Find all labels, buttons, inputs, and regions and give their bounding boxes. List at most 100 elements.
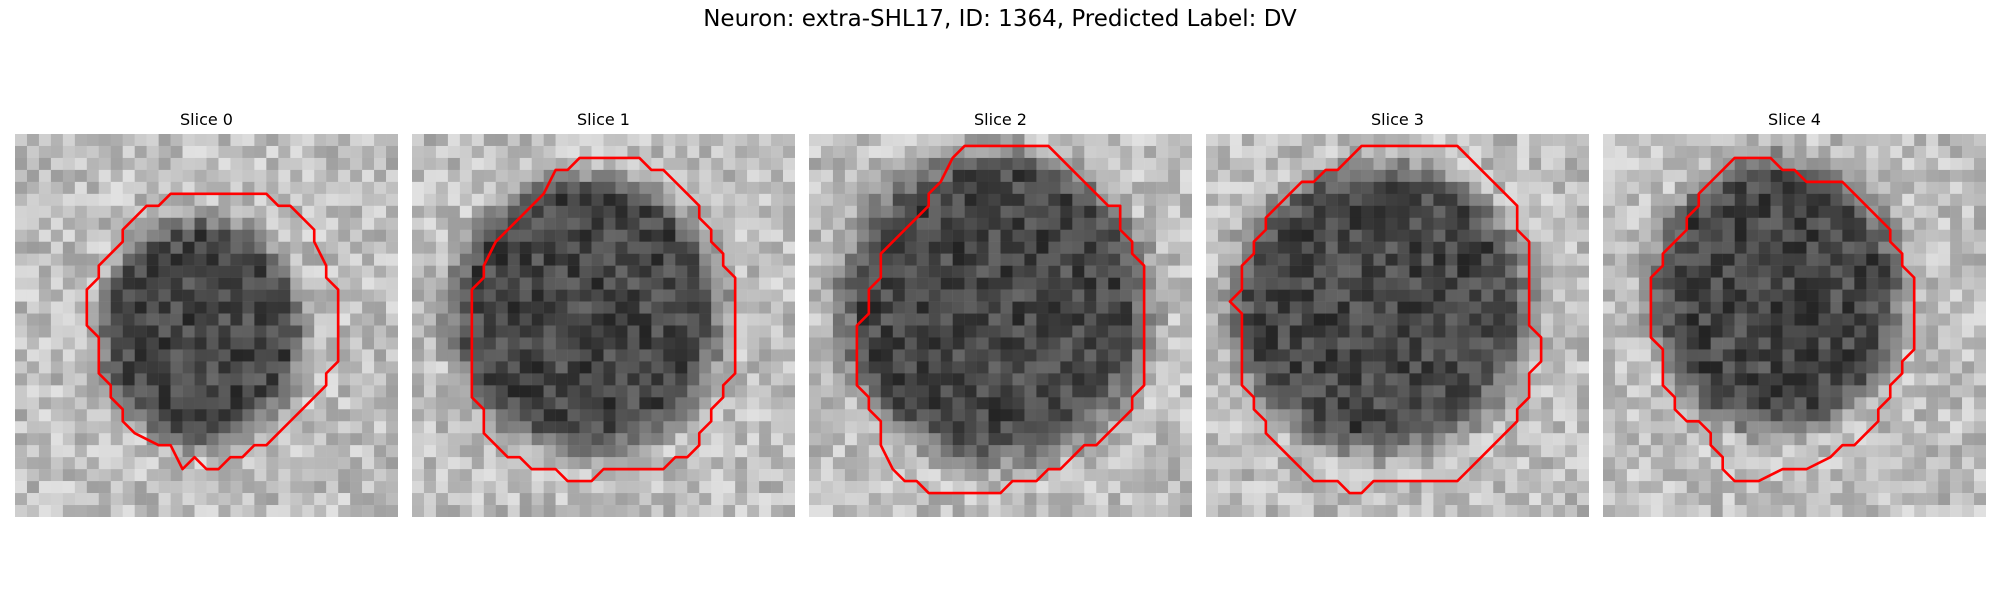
image-pixel: [1890, 229, 1903, 242]
image-pixel: [1217, 457, 1231, 470]
image-pixel: [519, 409, 532, 422]
image-pixel: [98, 169, 111, 183]
image-pixel: [1120, 493, 1133, 506]
image-pixel: [1301, 409, 1314, 422]
image-pixel: [868, 469, 882, 482]
image-pixel: [1084, 397, 1097, 410]
image-pixel: [134, 469, 147, 482]
image-pixel: [1168, 253, 1181, 266]
image-pixel: [1337, 313, 1350, 326]
image-pixel: [1962, 145, 1975, 159]
image-pixel: [206, 349, 219, 362]
image-pixel: [832, 301, 846, 314]
image-pixel: [892, 397, 905, 410]
image-pixel: [555, 265, 568, 278]
image-pixel: [1060, 481, 1073, 494]
image-pixel: [1313, 433, 1326, 446]
image-pixel: [579, 229, 592, 242]
image-pixel: [350, 373, 363, 386]
image-pixel: [182, 229, 195, 242]
image-pixel: [146, 373, 159, 386]
image-pixel: [1650, 169, 1664, 183]
image-pixel: [350, 253, 363, 266]
image-pixel: [1156, 481, 1169, 494]
image-pixel: [1024, 241, 1037, 254]
image-pixel: [603, 361, 616, 374]
image-pixel: [338, 157, 351, 171]
image-pixel: [735, 493, 748, 506]
image-pixel: [206, 193, 219, 207]
image-pixel: [350, 241, 363, 254]
image-pixel: [266, 373, 279, 386]
image-pixel: [928, 505, 941, 517]
image-pixel: [74, 229, 88, 242]
image-pixel: [1253, 421, 1267, 434]
image-pixel: [940, 134, 953, 147]
image-pixel: [952, 229, 965, 242]
image-pixel: [266, 265, 279, 278]
image-pixel: [1361, 157, 1374, 171]
image-pixel: [242, 217, 255, 230]
image-pixel: [964, 229, 977, 242]
image-pixel: [1603, 301, 1616, 314]
image-pixel: [916, 505, 929, 517]
image-pixel: [1096, 457, 1109, 470]
image-pixel: [928, 325, 941, 338]
image-pixel: [459, 457, 473, 470]
image-pixel: [1553, 505, 1566, 517]
image-pixel: [868, 241, 882, 254]
image-pixel: [1541, 265, 1554, 278]
image-pixel: [1217, 361, 1231, 374]
image-pixel: [26, 421, 40, 434]
image-pixel: [134, 241, 147, 254]
image-pixel: [639, 361, 652, 374]
image-pixel: [976, 481, 989, 494]
image-pixel: [555, 169, 568, 183]
image-pixel: [832, 325, 846, 338]
image-pixel: [1722, 361, 1735, 374]
image-pixel: [374, 193, 387, 207]
image-pixel: [266, 349, 279, 362]
image-pixel: [302, 205, 315, 219]
image-pixel: [471, 241, 485, 254]
image-pixel: [1565, 289, 1578, 302]
image-pixel: [1890, 337, 1903, 350]
image-pixel: [783, 145, 795, 159]
image-pixel: [110, 205, 123, 219]
image-pixel: [519, 349, 532, 362]
image-pixel: [1914, 337, 1927, 350]
image-pixel: [880, 505, 894, 517]
image-pixel: [1830, 385, 1843, 398]
image-pixel: [435, 457, 449, 470]
image-pixel: [1758, 397, 1771, 410]
image-pixel: [1565, 169, 1578, 183]
image-pixel: [1493, 409, 1506, 422]
image-pixel: [1493, 193, 1506, 207]
image-pixel: [194, 505, 207, 517]
image-pixel: [976, 445, 989, 458]
image-pixel: [844, 157, 858, 171]
image-pixel: [771, 241, 784, 254]
image-pixel: [182, 169, 195, 183]
image-pixel: [1433, 229, 1446, 242]
image-pixel: [242, 469, 255, 482]
image-pixel: [1180, 373, 1192, 386]
image-pixel: [809, 397, 822, 410]
image-pixel: [507, 253, 520, 266]
image-pixel: [1206, 421, 1219, 434]
image-pixel: [1950, 265, 1963, 278]
image-pixel: [1349, 277, 1362, 290]
image-pixel: [1096, 397, 1109, 410]
image-pixel: [1614, 145, 1628, 159]
image-pixel: [663, 349, 676, 362]
image-pixel: [412, 193, 425, 207]
image-pixel: [820, 145, 834, 159]
image-pixel: [242, 481, 255, 494]
image-pixel: [627, 445, 640, 458]
image-pixel: [1421, 481, 1434, 494]
image-pixel: [1505, 505, 1518, 517]
image-pixel: [771, 481, 784, 494]
image-pixel: [1698, 277, 1711, 290]
image-pixel: [567, 337, 580, 350]
image-pixel: [1541, 229, 1554, 242]
